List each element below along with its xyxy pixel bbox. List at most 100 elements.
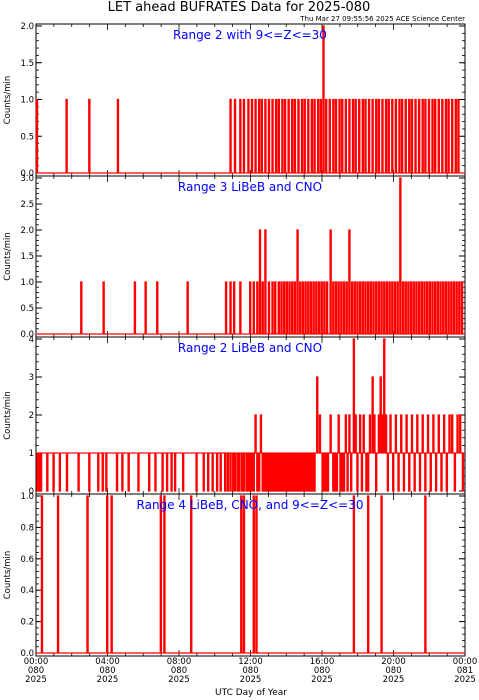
data-spike <box>384 98 388 173</box>
data-spike <box>250 98 254 173</box>
data-spike <box>373 414 376 453</box>
data-spike <box>318 414 322 453</box>
data-spike <box>281 453 284 492</box>
data-spike <box>285 281 289 334</box>
data-spike <box>293 98 297 173</box>
data-spike <box>356 453 359 492</box>
data-spike <box>233 453 237 492</box>
data-spike <box>346 453 349 492</box>
x-tick-label-year: 2025 <box>168 675 190 685</box>
y-tick-label: 1.5 <box>20 59 34 69</box>
data-spike <box>101 453 104 492</box>
data-spike <box>405 414 408 453</box>
data-spike <box>391 98 394 173</box>
panel-2: 0.0 0.5 1.0 1.5 2.0 2.5 3.0 Counts/min Range 3 L… <box>3 174 466 340</box>
data-spike <box>58 453 62 492</box>
x-tick-label-year: 2025 <box>311 675 333 685</box>
data-spike <box>445 453 449 492</box>
y-tick-label: 0.2 <box>20 618 34 628</box>
y-tick-label: 1.0 <box>20 492 34 502</box>
data-spike <box>156 281 159 334</box>
data-spike <box>324 453 328 492</box>
data-spike <box>404 98 407 173</box>
data-spike <box>163 495 166 653</box>
data-spike <box>332 281 335 334</box>
x-tick-label-year: 2025 <box>25 675 47 685</box>
data-spike <box>341 98 344 173</box>
y-tick-label: 0.0 <box>20 649 34 659</box>
data-spike <box>342 453 346 492</box>
panel-3: 0 1 2 3 4 Counts/min Range 2 LiBeB and CNO <box>3 335 466 497</box>
data-spike <box>309 453 313 492</box>
data-spike <box>356 281 359 334</box>
data-spike <box>307 98 310 173</box>
data-spike <box>259 414 263 453</box>
data-spike <box>249 281 252 334</box>
data-spike <box>408 453 411 492</box>
data-spike <box>264 98 267 173</box>
y-axis-label: Counts/min <box>3 76 13 125</box>
data-spike <box>350 281 354 334</box>
data-spike <box>148 453 151 492</box>
data-spike <box>460 281 464 334</box>
data-spike <box>392 453 395 492</box>
data-spike <box>394 414 398 453</box>
data-spike <box>379 376 382 453</box>
data-spike <box>335 453 339 492</box>
data-spike <box>361 281 365 334</box>
data-spike <box>365 453 368 492</box>
data-spike <box>448 414 451 453</box>
data-spike <box>354 98 357 173</box>
data-spike <box>328 98 331 173</box>
data-spike <box>352 338 356 453</box>
data-spike <box>102 281 105 334</box>
data-spike <box>348 98 351 173</box>
data-spike <box>366 495 370 653</box>
data-spike <box>364 281 367 334</box>
data-spike <box>312 281 315 334</box>
data-spike <box>415 281 418 334</box>
data-spike <box>412 281 415 334</box>
y-tick-label: 0.0 <box>20 330 34 340</box>
data-spike <box>437 414 440 453</box>
data-spike <box>426 414 430 453</box>
data-spike <box>271 98 274 173</box>
panel-title: Range 4 LiBeB, CNO, and 9<=Z<=30 <box>137 498 364 512</box>
data-spike <box>366 281 370 334</box>
y-tick-label: 3 <box>29 373 34 383</box>
x-tick-label-doy: 080 <box>171 666 187 676</box>
panel-1: 0.0 0.5 1.0 1.5 2.0 Counts/min Range 2 with 9<… <box>3 22 466 179</box>
data-spike <box>291 453 295 492</box>
data-spike <box>454 98 457 173</box>
data-spike <box>282 281 286 334</box>
data-spike <box>247 98 250 173</box>
data-spike <box>387 98 390 173</box>
x-tick-label-time: 12:00 <box>238 657 263 667</box>
x-tick-label-doy: 080 <box>385 666 401 676</box>
data-spike <box>110 495 113 653</box>
data-spike <box>277 453 281 492</box>
data-spike <box>461 453 465 492</box>
data-spike <box>366 453 370 492</box>
data-spike <box>389 414 392 453</box>
data-spike <box>245 453 248 492</box>
data-spike <box>434 281 437 334</box>
data-spike <box>380 495 383 653</box>
data-spike <box>173 453 177 492</box>
data-spike <box>372 281 375 334</box>
data-spike <box>252 495 255 653</box>
data-spike <box>252 453 255 492</box>
data-spike <box>458 281 461 334</box>
data-spike <box>36 453 39 492</box>
data-spike <box>428 281 432 334</box>
data-spike <box>242 495 246 653</box>
data-spike <box>229 281 232 334</box>
data-spike <box>325 281 329 334</box>
data-spike <box>52 453 55 492</box>
data-spike <box>409 281 413 334</box>
data-spike <box>337 281 340 334</box>
data-spike <box>348 414 351 453</box>
data-spike <box>137 453 140 492</box>
data-spike <box>313 453 316 492</box>
data-spike <box>410 98 414 173</box>
